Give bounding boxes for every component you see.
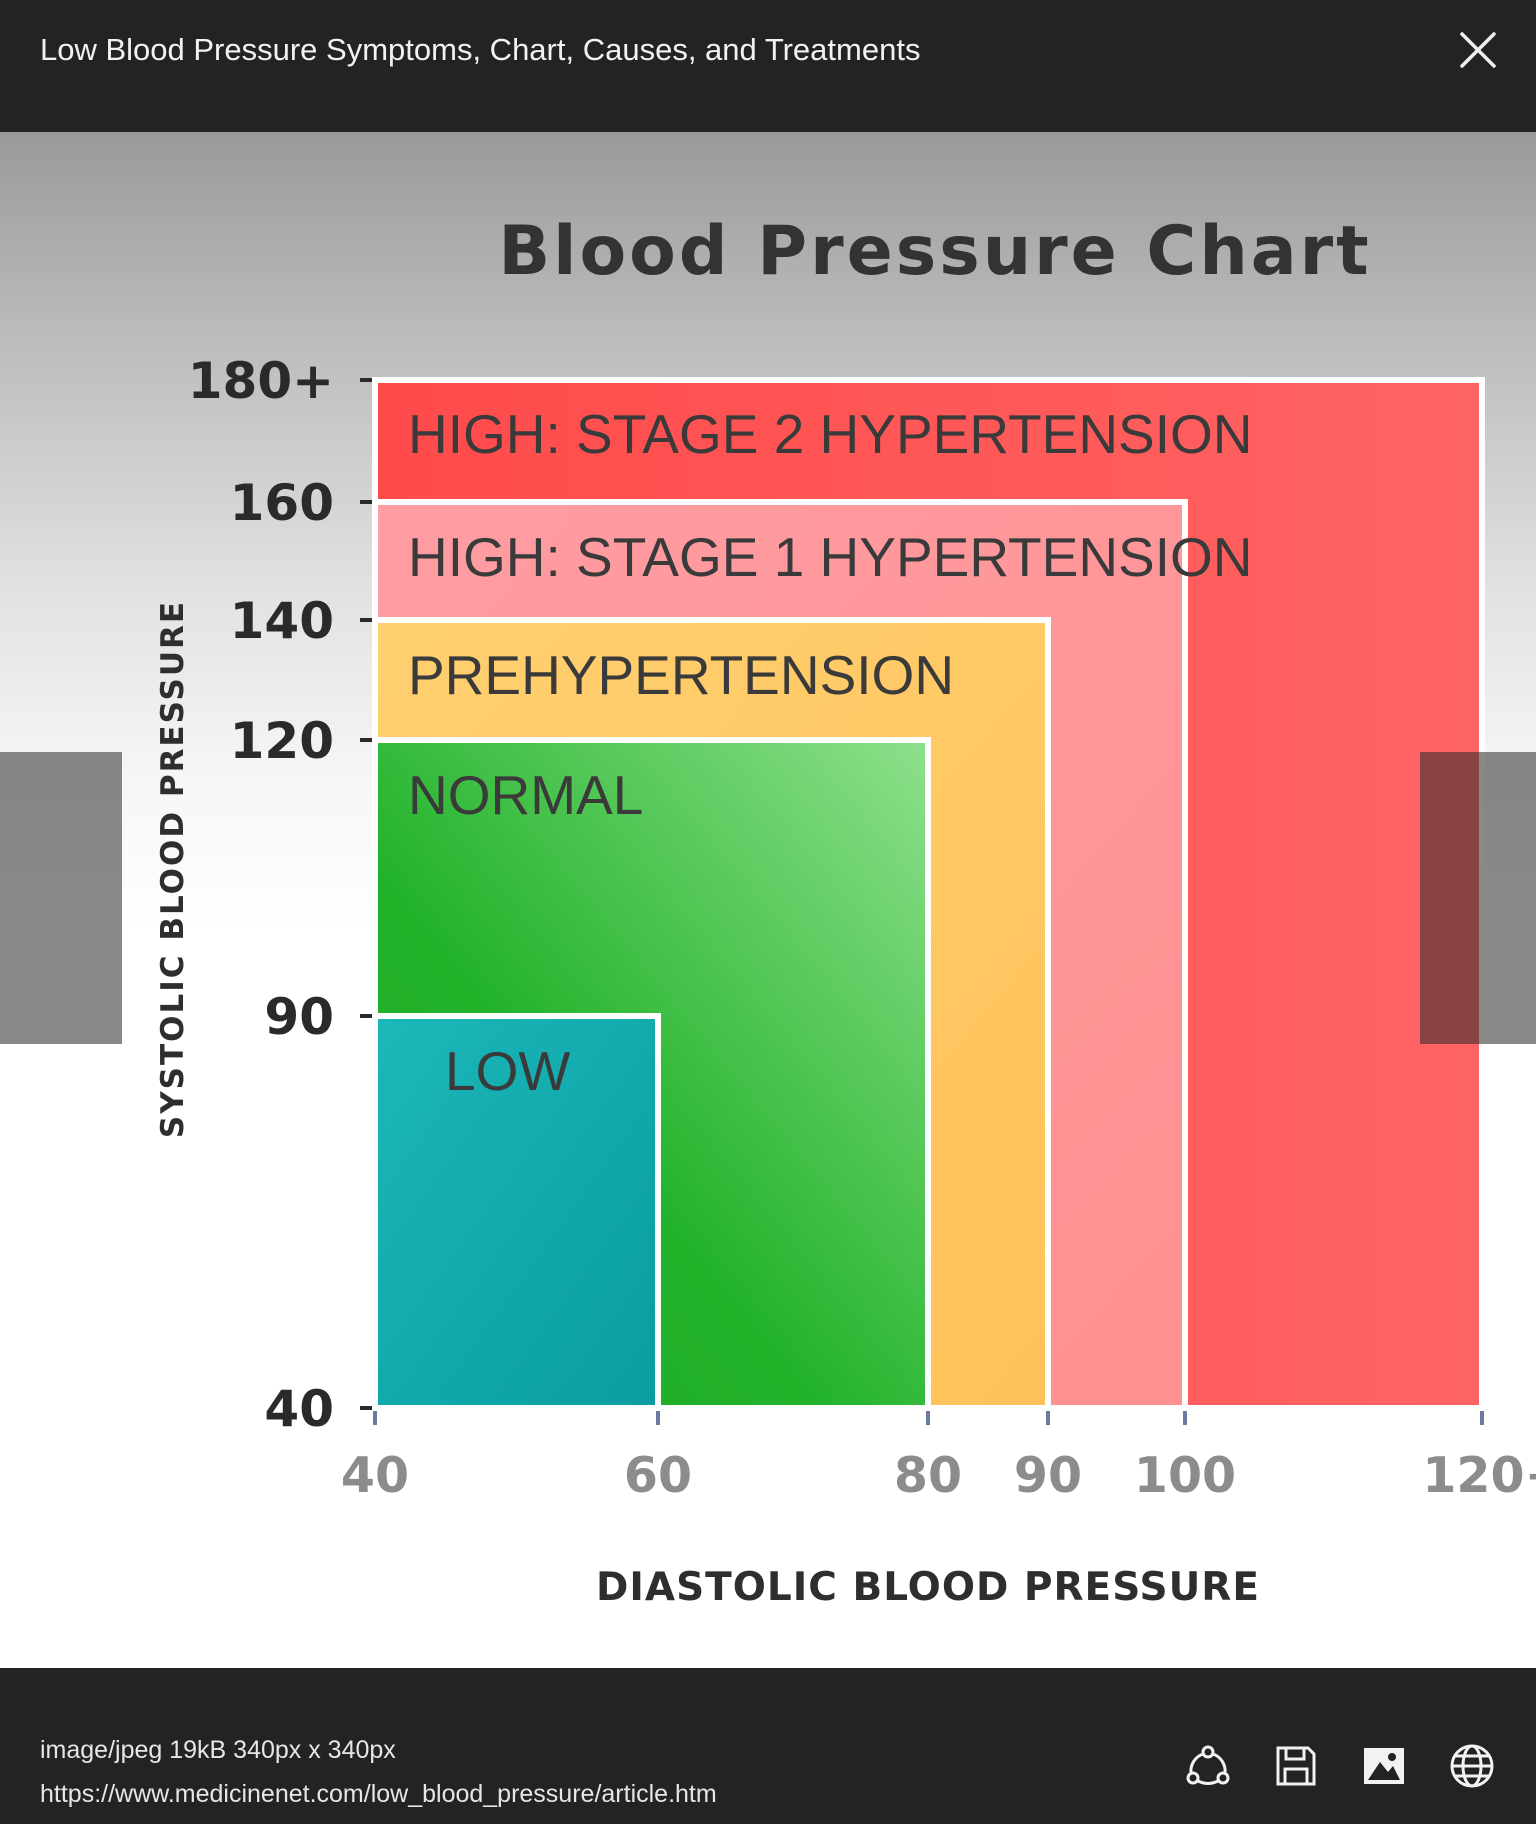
image-viewer: Blood Pressure Chart HIGH: STAGE 2 HYPER… [0,132,1536,1668]
previous-image-button[interactable] [0,752,122,1044]
action-bar [1184,1742,1496,1790]
file-info: image/jpeg 19kB 340px x 340px [40,1736,396,1764]
save-icon[interactable] [1272,1742,1320,1790]
x-axis-label: DIASTOLIC BLOOD PRESSURE [596,1565,1260,1610]
region-normal-label: NORMAL [408,764,643,826]
globe-icon[interactable] [1448,1742,1496,1790]
region-low [372,1013,661,1411]
x-tick-label: 60 [624,1447,692,1504]
x-tick-label: 40 [341,1447,409,1504]
y-tick-label: 90 [264,988,334,1046]
x-tick-label: 120+ [1422,1447,1536,1504]
image-meta: image/jpeg 19kB 340px x 340px https://ww… [40,1728,717,1816]
x-tick-label: 80 [894,1447,962,1504]
region-stage2-hypertension-label: HIGH: STAGE 2 HYPERTENSION [408,403,1253,465]
y-tick-label: 140 [230,592,334,650]
next-image-button[interactable] [1420,752,1536,1044]
image-title: Low Blood Pressure Symptoms, Chart, Caus… [40,32,921,67]
region-low-label: LOW [445,1040,570,1102]
source-url[interactable]: https://www.medicinenet.com/low_blood_pr… [40,1780,717,1808]
y-tick-label: 40 [264,1380,334,1438]
bottom-bar: image/jpeg 19kB 340px x 340px https://ww… [0,1668,1536,1824]
image-icon[interactable] [1360,1742,1408,1790]
region-prehypertension-label: PREHYPERTENSION [408,644,954,706]
y-axis-label: SYSTOLIC BLOOD PRESSURE [155,600,191,1138]
close-icon[interactable] [1450,22,1506,78]
y-tick-label: 180+ [188,352,334,410]
top-bar: Low Blood Pressure Symptoms, Chart, Caus… [0,0,1536,132]
share-icon[interactable] [1184,1742,1232,1790]
x-tick-label: 100 [1134,1447,1236,1504]
chart-title: Blood Pressure Chart [498,212,1371,291]
blood-pressure-chart: Blood Pressure Chart HIGH: STAGE 2 HYPER… [155,212,1536,1610]
y-tick-label: 120 [230,712,334,770]
x-tick-label: 90 [1014,1447,1082,1504]
y-tick-label: 160 [230,474,334,532]
region-stage1-hypertension-label: HIGH: STAGE 1 HYPERTENSION [408,526,1253,588]
